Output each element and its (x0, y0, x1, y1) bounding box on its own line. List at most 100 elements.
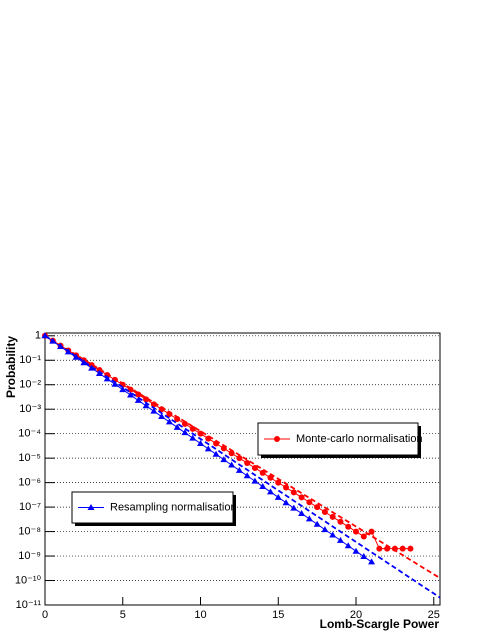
marker (376, 545, 383, 552)
marker (142, 402, 150, 409)
marker (127, 391, 135, 398)
marker (305, 515, 313, 522)
marker (64, 348, 72, 355)
marker (243, 472, 251, 479)
y-tick-label: 10⁻¹ (19, 354, 41, 366)
marker (119, 386, 127, 393)
marker (337, 518, 344, 525)
marker (103, 375, 111, 382)
marker (158, 413, 166, 420)
marker (391, 545, 398, 552)
marker (259, 469, 266, 476)
marker (212, 450, 220, 457)
marker (41, 332, 49, 339)
marker (290, 504, 298, 511)
marker (344, 542, 352, 549)
x-tick-label: 0 (42, 609, 48, 621)
marker (275, 479, 282, 486)
marker (266, 488, 274, 495)
marker (235, 466, 243, 473)
marker (143, 396, 150, 403)
y-tick-label: 1 (35, 330, 41, 342)
marker (197, 439, 205, 446)
y-tick-label: 10⁻¹¹ (16, 599, 42, 611)
marker (189, 434, 197, 441)
marker (298, 509, 306, 516)
marker (72, 353, 80, 360)
x-tick-label: 15 (272, 609, 284, 621)
x-tick-label: 5 (120, 609, 126, 621)
y-tick-label: 10⁻¹⁰ (15, 574, 42, 586)
marker (259, 483, 267, 490)
marker (267, 474, 274, 481)
marker (173, 423, 181, 430)
marker (399, 545, 406, 552)
y-tick-label: 10⁻³ (19, 403, 41, 415)
marker (205, 435, 212, 442)
marker (220, 456, 228, 463)
marker (352, 547, 360, 554)
marker (321, 508, 328, 515)
marker (174, 416, 181, 423)
marker (150, 407, 158, 414)
legend-marker (274, 436, 280, 442)
marker (166, 411, 173, 418)
marker (321, 526, 329, 533)
y-tick-label: 10⁻⁴ (18, 428, 41, 440)
marker (274, 493, 282, 500)
marker (345, 523, 352, 530)
marker (251, 477, 259, 484)
marker (189, 425, 196, 432)
marker (368, 558, 376, 565)
marker (298, 494, 305, 501)
marker (220, 445, 227, 452)
marker (368, 528, 375, 535)
marker (329, 513, 336, 520)
marker (360, 553, 368, 560)
marker (336, 536, 344, 543)
marker (228, 450, 235, 457)
x-tick-label: 10 (194, 609, 206, 621)
legend-label: Resampling normalisation (110, 501, 237, 513)
marker (134, 396, 142, 403)
y-tick-label: 10⁻⁹ (18, 550, 41, 562)
marker (282, 499, 290, 506)
marker (313, 520, 321, 527)
y-tick-label: 10⁻² (19, 379, 41, 391)
marker (236, 455, 243, 462)
marker (204, 445, 212, 452)
marker (384, 545, 391, 552)
x-tick-label: 20 (350, 609, 362, 621)
marker (181, 420, 188, 427)
marker (244, 460, 251, 467)
plot-frame (44, 332, 441, 606)
marker (111, 380, 119, 387)
y-tick-label: 10⁻⁶ (18, 477, 41, 489)
fit-line (44, 335, 441, 599)
legend-marker (87, 504, 95, 510)
y-tick-label: 10⁻⁵ (18, 452, 41, 464)
marker (165, 418, 173, 425)
marker (290, 489, 297, 496)
marker (181, 429, 189, 436)
marker (251, 464, 258, 471)
x-tick-label: 25 (428, 609, 440, 621)
marker (407, 545, 414, 552)
marker (283, 484, 290, 491)
x-axis-label: Lomb-Scargle Power (320, 617, 440, 631)
marker (135, 391, 142, 398)
y-tick-label: 10⁻⁸ (18, 525, 41, 537)
marker (353, 528, 360, 535)
marker (306, 499, 313, 506)
marker (49, 337, 57, 344)
marker (88, 364, 96, 371)
marker (80, 359, 88, 366)
marker (197, 430, 204, 437)
marker (360, 533, 367, 540)
legend-label: Monte-carlo normalisation (296, 433, 423, 445)
marker (228, 461, 236, 468)
y-axis-label: Probability (4, 336, 18, 398)
y-tick-label: 10⁻⁷ (19, 501, 41, 513)
legend: Resampling normalisation (71, 491, 237, 526)
